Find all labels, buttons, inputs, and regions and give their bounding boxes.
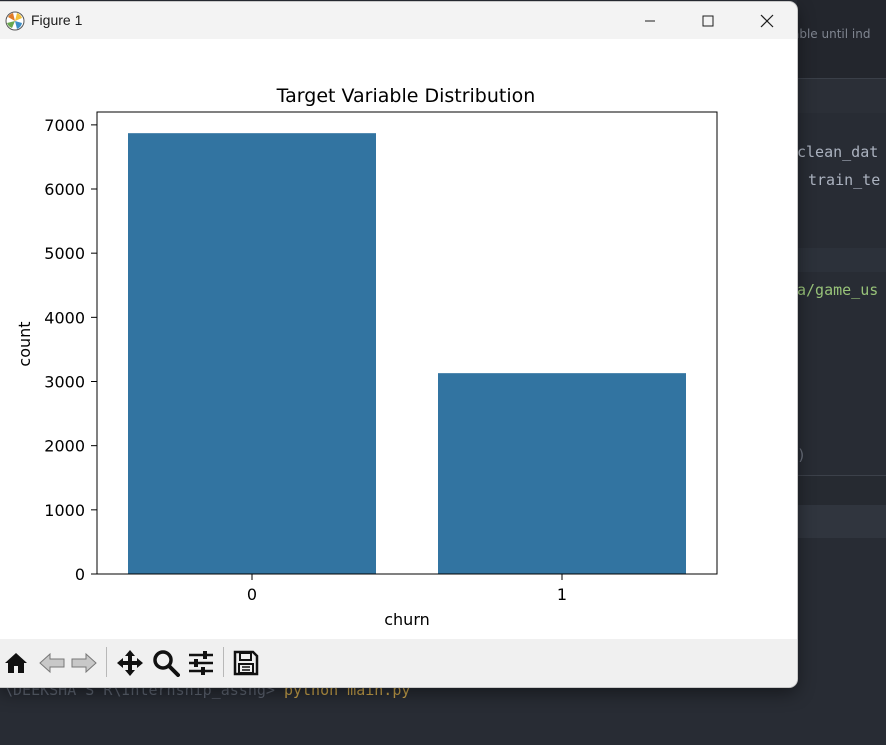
home-icon bbox=[5, 653, 27, 673]
figure-window: Figure 1 Target Variable Distribution 0 1… bbox=[0, 2, 797, 687]
editor-highlight-band bbox=[797, 248, 886, 272]
bar-chart: Target Variable Distribution 0 1000 2000 30… bbox=[15, 85, 718, 629]
axes-frame bbox=[96, 111, 718, 575]
y-tick-label: 5000 bbox=[44, 244, 85, 263]
y-tick-label: 7000 bbox=[44, 116, 85, 135]
code-line-1: clean_dat bbox=[797, 143, 879, 161]
y-tick-label: 3000 bbox=[44, 373, 85, 392]
save-button[interactable] bbox=[230, 647, 262, 679]
y-axis-label: count bbox=[15, 321, 34, 366]
code-line-3: a/game_us bbox=[797, 281, 879, 299]
bar-0 bbox=[128, 133, 376, 575]
configure-subplots-button[interactable] bbox=[185, 647, 217, 679]
editor-header-band bbox=[797, 0, 886, 78]
code-line-4: ) bbox=[797, 446, 807, 464]
maximize-button[interactable] bbox=[679, 2, 737, 39]
window-title: Figure 1 bbox=[31, 12, 83, 28]
pan-icon bbox=[117, 650, 143, 676]
forward-arrow-icon bbox=[71, 652, 97, 674]
editor-hint-text: able until ind bbox=[792, 27, 871, 41]
zoom-button[interactable] bbox=[150, 647, 182, 679]
y-tick-label: 4000 bbox=[44, 308, 85, 327]
title-bar[interactable]: Figure 1 bbox=[0, 2, 797, 39]
close-button[interactable] bbox=[738, 2, 796, 39]
y-tick-label: 2000 bbox=[44, 437, 85, 456]
home-button[interactable] bbox=[0, 647, 32, 679]
toolbar-separator bbox=[106, 647, 107, 677]
x-tick-label: 0 bbox=[247, 585, 257, 604]
back-arrow-icon bbox=[39, 652, 65, 674]
code-line-2: train_te bbox=[808, 171, 881, 189]
matplotlib-app-icon bbox=[5, 11, 25, 31]
y-tick-label: 1000 bbox=[44, 501, 85, 520]
minimize-icon bbox=[645, 20, 655, 21]
chart-title: Target Variable Distribution bbox=[276, 85, 536, 107]
zoom-icon bbox=[153, 650, 180, 677]
y-tick-label: 0 bbox=[75, 565, 85, 584]
close-icon bbox=[760, 14, 774, 27]
panel-divider-band bbox=[797, 475, 886, 506]
navigation-toolbar bbox=[0, 639, 797, 687]
panel-header-band bbox=[797, 505, 886, 538]
minimize-button[interactable] bbox=[621, 2, 679, 39]
save-icon bbox=[233, 650, 259, 676]
back-button[interactable] bbox=[36, 647, 68, 679]
plot-canvas[interactable]: Target Variable Distribution 0 1000 2000 30… bbox=[0, 39, 797, 639]
x-axis-label: churn bbox=[384, 610, 430, 629]
toolbar-separator bbox=[223, 647, 224, 677]
configure-subplots-icon bbox=[189, 651, 213, 675]
editor-tab-band bbox=[797, 78, 886, 113]
x-tick-label: 1 bbox=[557, 585, 567, 604]
maximize-icon bbox=[702, 15, 714, 26]
pan-button[interactable] bbox=[114, 647, 146, 679]
forward-button[interactable] bbox=[68, 647, 100, 679]
y-tick-label: 6000 bbox=[44, 180, 85, 199]
bar-1 bbox=[438, 373, 686, 574]
